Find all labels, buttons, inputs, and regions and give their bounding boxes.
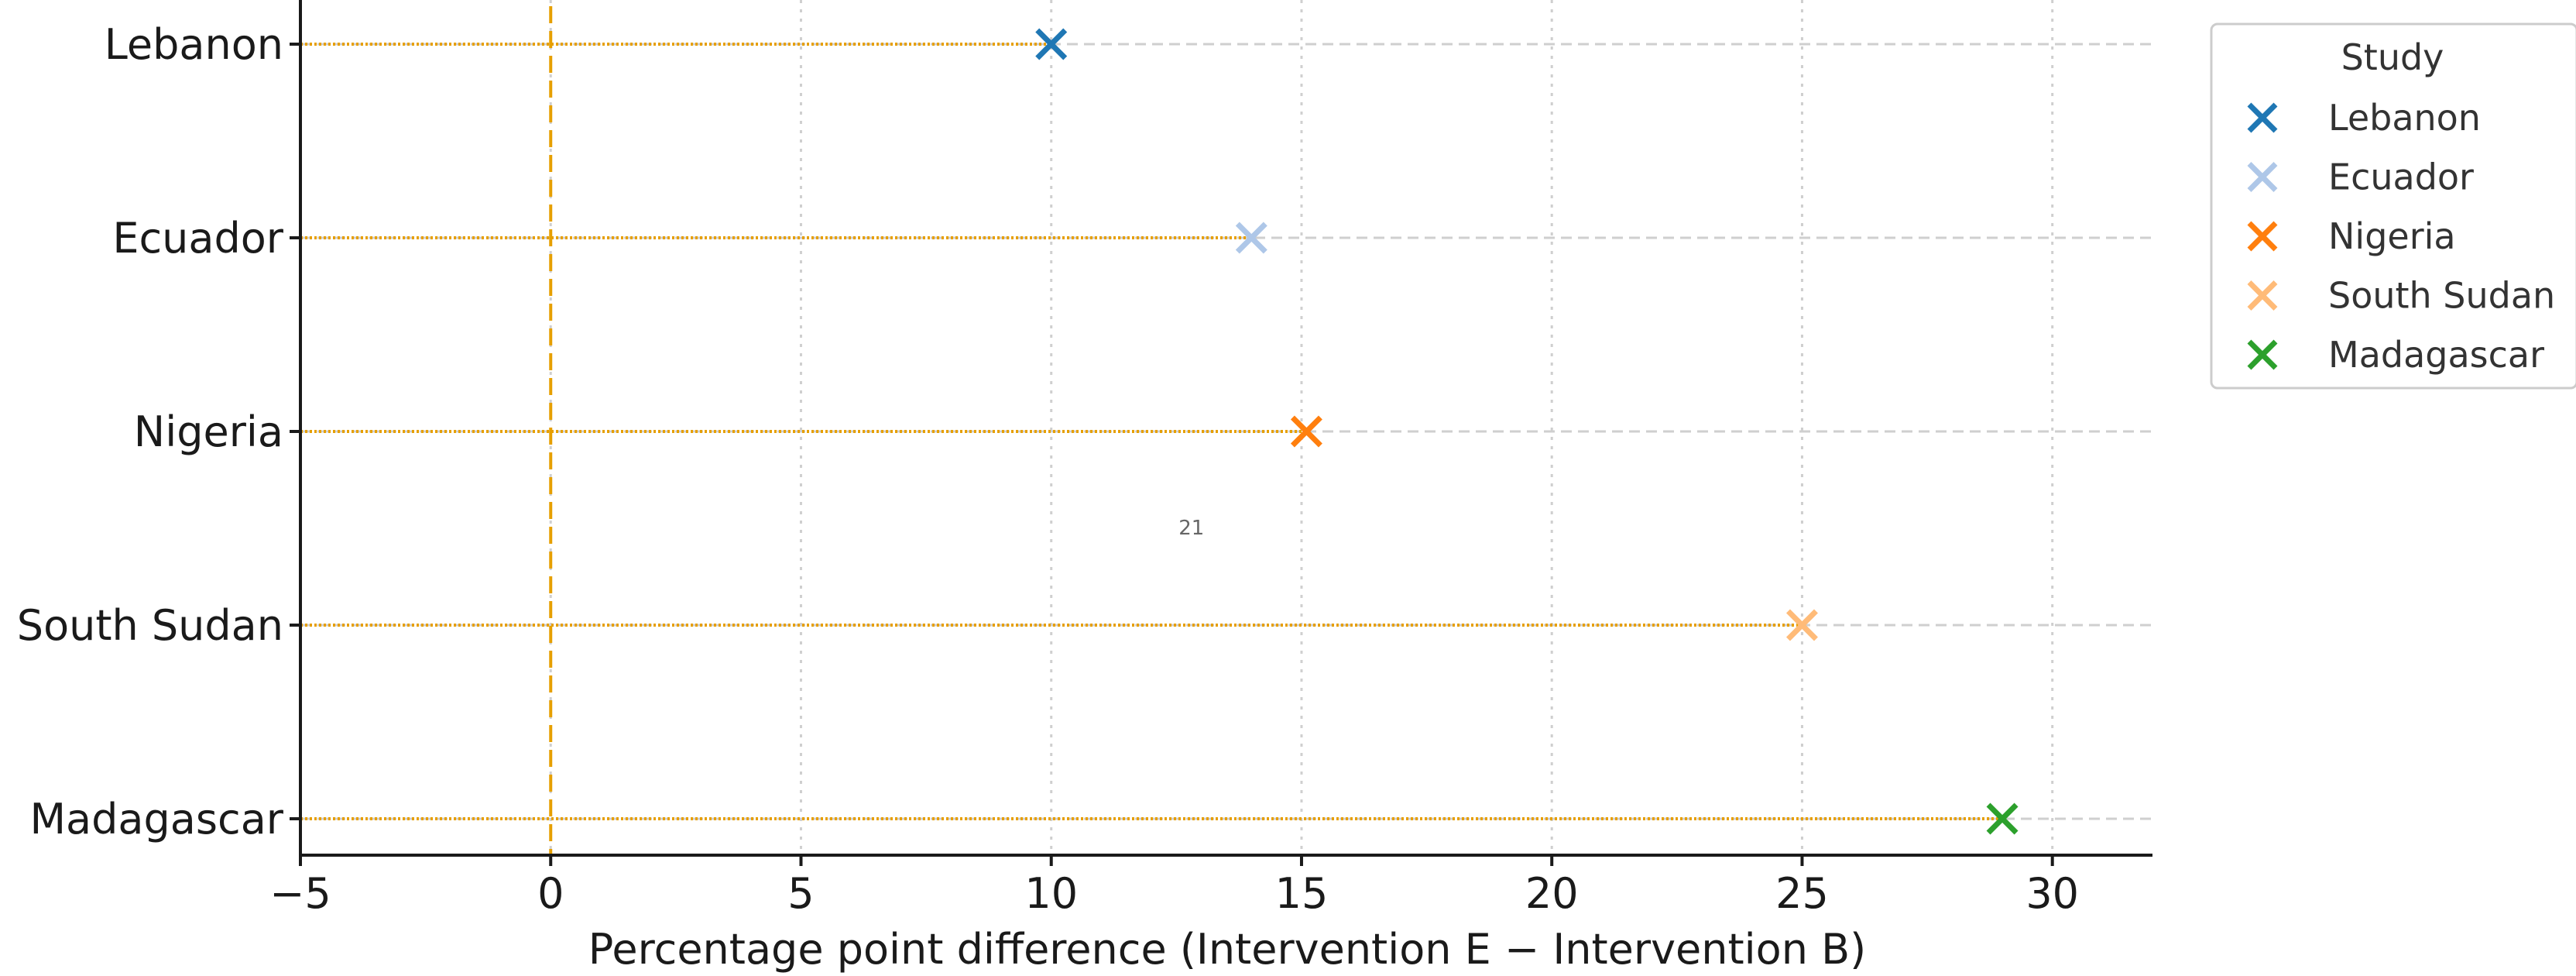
legend-label: Lebanon — [2328, 97, 2481, 139]
point-nigeria — [1290, 415, 1322, 448]
annotation-layer: 21 — [1178, 517, 1204, 540]
legend-title: Study — [2341, 36, 2444, 78]
y-tick-label: Madagascar — [29, 795, 283, 844]
connector-layer — [300, 43, 2003, 820]
y-tick-label: South Sudan — [17, 601, 283, 650]
legend-label: South Sudan — [2328, 275, 2555, 317]
x-tick-label: 5 — [787, 869, 814, 918]
axes-layer: Percentage point difference (Interventio… — [299, 0, 2152, 974]
marker-layer — [1035, 28, 2019, 835]
legend-marker-madagascar — [2247, 339, 2278, 370]
legend-marker-south-sudan — [2247, 280, 2278, 311]
legend-frame — [2210, 22, 2576, 390]
legend-marker-ecuador — [2247, 162, 2278, 192]
grid-layer — [300, 0, 2152, 855]
point-south-sudan — [1785, 609, 1818, 641]
point-lebanon — [1035, 28, 1068, 60]
x-tick-label: 15 — [1275, 869, 1329, 918]
x-axis-label: Percentage point difference (Interventio… — [588, 925, 1866, 974]
legend: Study Lebanon Ecuador Nigeria South Sudan Ma… — [2210, 22, 2576, 390]
y-tick-label: Ecuador — [112, 214, 283, 263]
x-tick-label: 10 — [1024, 869, 1078, 918]
y-tick-label: Nigeria — [134, 407, 283, 456]
x-tick-label: 30 — [2025, 869, 2079, 918]
x-tick-label: 0 — [537, 869, 564, 918]
legend-marker-nigeria — [2247, 221, 2278, 252]
point-madagascar — [1986, 802, 2019, 835]
legend-marker-lebanon — [2247, 102, 2278, 133]
annotation-text: 21 — [1178, 517, 1204, 540]
x-tick-label: −5 — [269, 869, 331, 918]
legend-label: Madagascar — [2328, 334, 2544, 376]
ticks-layer: −5 0 5 10 15 20 25 30 Lebanon Ecuador Nigeria South… — [17, 20, 2079, 918]
x-tick-label: 25 — [1775, 869, 1829, 918]
point-ecuador — [1235, 222, 1267, 254]
y-tick-label: Lebanon — [105, 20, 283, 69]
legend-label: Ecuador — [2328, 156, 2474, 198]
x-tick-label: 20 — [1525, 869, 1579, 918]
legend-label: Nigeria — [2328, 215, 2456, 257]
